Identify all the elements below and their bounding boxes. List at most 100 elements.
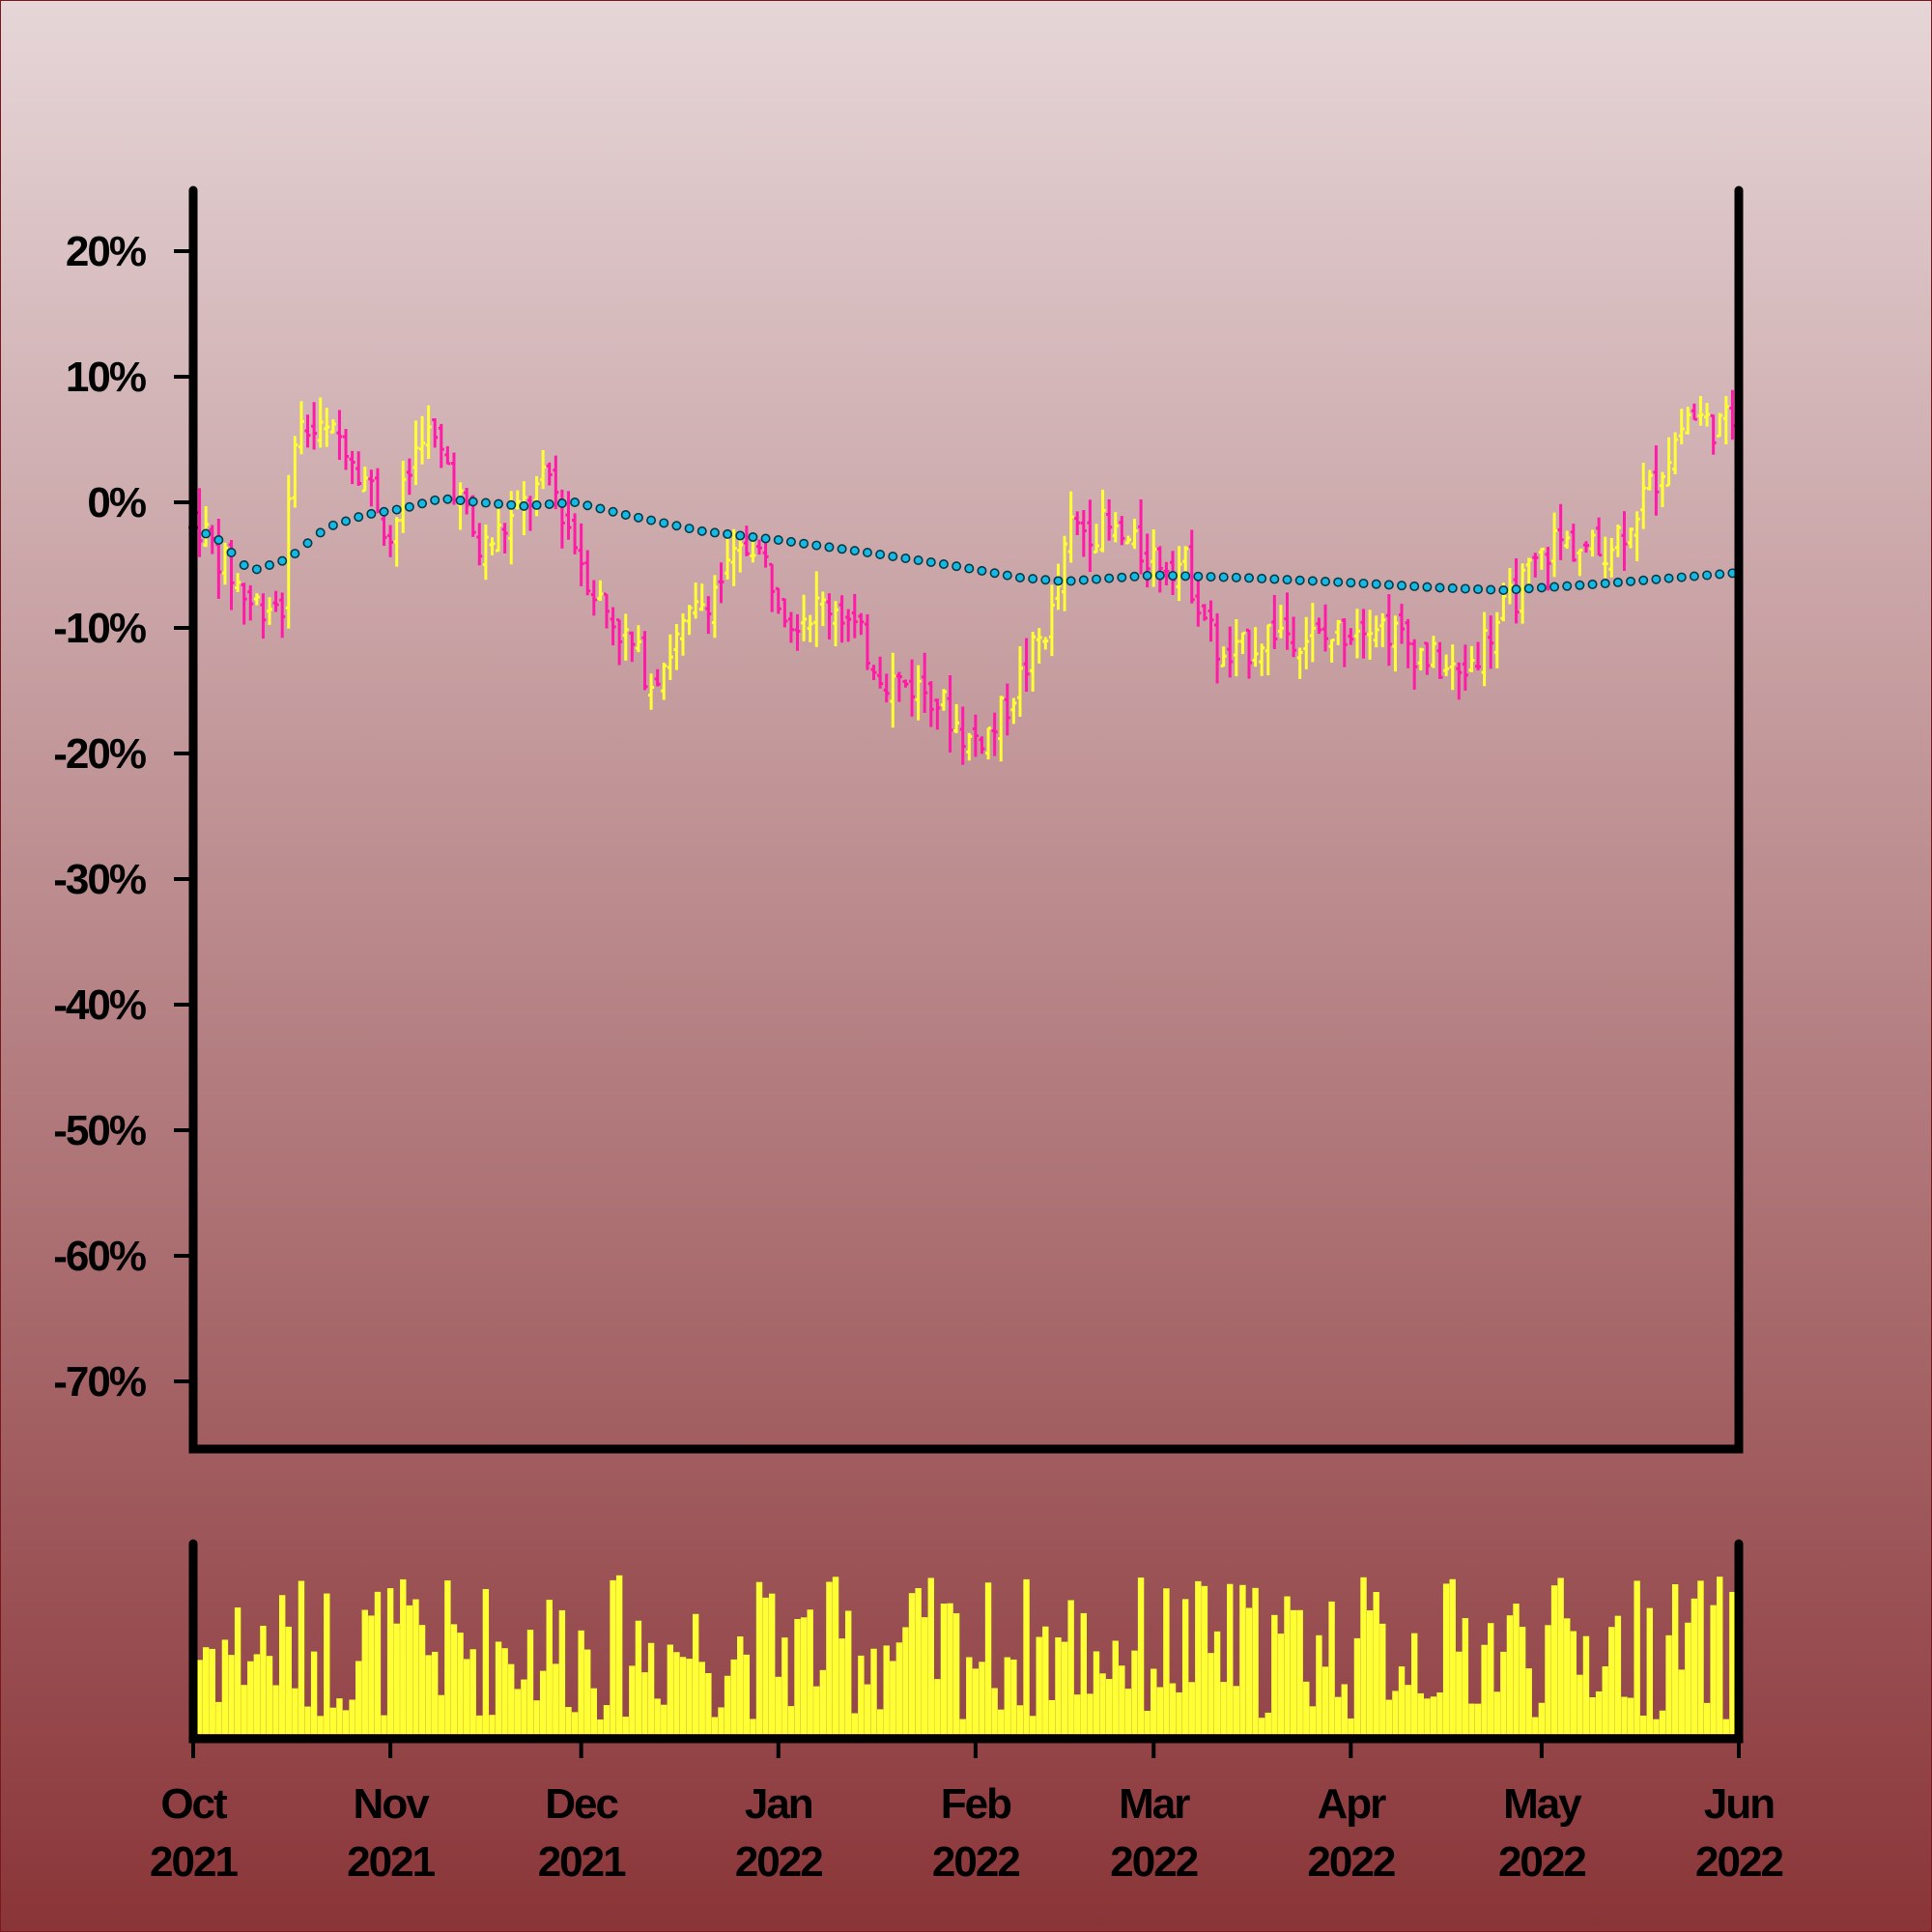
moving-average-point: [748, 531, 758, 542]
volume-bar: [324, 1593, 330, 1734]
ohlc-bar: [756, 539, 763, 555]
volume-bar: [1442, 1583, 1450, 1734]
volume-bar: [1239, 1584, 1246, 1734]
ohlc-bar: [1316, 617, 1322, 635]
volume-bar: [1004, 1657, 1010, 1734]
volume-bar: [1729, 1591, 1736, 1734]
volume-bar: [329, 1707, 337, 1734]
volume-bar: [1328, 1601, 1335, 1734]
moving-average-point: [239, 559, 249, 570]
x-tick-month: Jun: [1704, 1780, 1774, 1828]
moving-average-point: [366, 508, 377, 519]
ohlc-bar: [590, 580, 597, 616]
ohlc-bar: [1156, 546, 1163, 593]
volume-bars: [189, 1575, 1743, 1734]
ohlc-bar: [1036, 628, 1042, 664]
volume-bar: [553, 1663, 559, 1734]
ohlc-bar: [813, 571, 820, 647]
volume-bar: [278, 1595, 286, 1734]
volume-bar: [1417, 1692, 1424, 1734]
ohlc-bar: [673, 624, 680, 670]
x-tick-month: Jan: [745, 1780, 812, 1828]
moving-average-point: [327, 520, 338, 530]
volume-bar: [361, 1609, 368, 1734]
volume-bar: [711, 1717, 719, 1734]
moving-average-point: [709, 527, 720, 538]
volume-bar: [902, 1627, 909, 1734]
volume-bar: [1722, 1719, 1730, 1734]
ohlc-bar: [584, 550, 591, 596]
ohlc-bar: [1545, 547, 1551, 591]
moving-average-point: [1028, 574, 1038, 584]
volume-bar: [838, 1638, 845, 1734]
ohlc-bar: [501, 523, 508, 554]
volume-bar: [432, 1651, 439, 1734]
ohlc-bar: [260, 593, 267, 639]
moving-average-point: [1206, 572, 1216, 582]
ohlc-bar: [1570, 524, 1577, 562]
ohlc-bar: [991, 712, 998, 756]
volume-bar: [705, 1673, 712, 1734]
ohlc-bar: [1296, 647, 1303, 679]
ohlc-bar: [1564, 530, 1571, 549]
volume-bar: [1208, 1653, 1214, 1734]
moving-average-point: [1282, 575, 1293, 585]
moving-average-point: [1486, 584, 1496, 595]
volume-bar: [1557, 1577, 1564, 1734]
ohlc-bar: [1322, 604, 1329, 652]
moving-average-point: [785, 536, 796, 547]
ohlc-bar: [267, 597, 273, 625]
volume-bar: [469, 1649, 476, 1734]
moving-average-point: [404, 501, 414, 512]
ohlc-bar: [1525, 557, 1532, 587]
volume-bar: [654, 1698, 661, 1734]
ohlc-bar: [1577, 548, 1583, 577]
volume-bar: [858, 1655, 865, 1734]
ohlc-bar: [393, 517, 400, 567]
moving-average-point: [1294, 575, 1305, 585]
volume-bar: [1614, 1615, 1622, 1734]
volume-bar: [1341, 1684, 1348, 1734]
volume-bar: [489, 1715, 496, 1734]
y-tick-label: 20%: [66, 228, 146, 275]
volume-bar: [927, 1577, 934, 1734]
moving-average-point: [519, 500, 529, 511]
ohlc-bar: [1303, 616, 1310, 669]
x-tick-month: May: [1503, 1780, 1582, 1828]
ohlc-bar: [381, 513, 387, 547]
volume-bar: [629, 1665, 636, 1734]
y-tick-label: -40%: [53, 981, 146, 1029]
volume-bar: [374, 1591, 382, 1734]
ohlc-bar: [648, 673, 655, 710]
ohlc-bar: [1163, 561, 1170, 585]
volume-bar: [1290, 1609, 1297, 1734]
volume-bar: [1010, 1659, 1017, 1734]
volume-bar: [679, 1657, 687, 1734]
ohlc-bar: [1602, 536, 1608, 579]
volume-panel-frame: [188, 1539, 1744, 1744]
ohlc-bar: [629, 631, 636, 663]
moving-average-point: [1167, 570, 1178, 581]
volume-bar: [1087, 1693, 1094, 1734]
volume-bar: [800, 1617, 808, 1734]
volume-bar: [1036, 1636, 1042, 1734]
ohlc-bar: [1678, 409, 1685, 444]
ohlc-bar: [1379, 612, 1386, 647]
ohlc-bar: [1093, 524, 1099, 554]
moving-average-point: [671, 521, 682, 531]
moving-average-point: [226, 547, 237, 557]
volume-bar: [1671, 1584, 1679, 1734]
volume-bar: [908, 1593, 916, 1734]
moving-average-point: [201, 528, 212, 539]
volume-bar: [1385, 1699, 1393, 1734]
moving-average-point: [1091, 574, 1101, 584]
volume-bar: [234, 1607, 242, 1734]
volume-bar: [253, 1654, 261, 1734]
volume-bar: [1519, 1627, 1526, 1734]
volume-bar: [495, 1641, 502, 1734]
volume-bar: [922, 1617, 928, 1734]
ohlc-bar: [412, 420, 419, 486]
volume-bar: [1582, 1635, 1590, 1734]
ohlc-bar: [1335, 619, 1342, 645]
ohlc-bar: [406, 458, 412, 496]
